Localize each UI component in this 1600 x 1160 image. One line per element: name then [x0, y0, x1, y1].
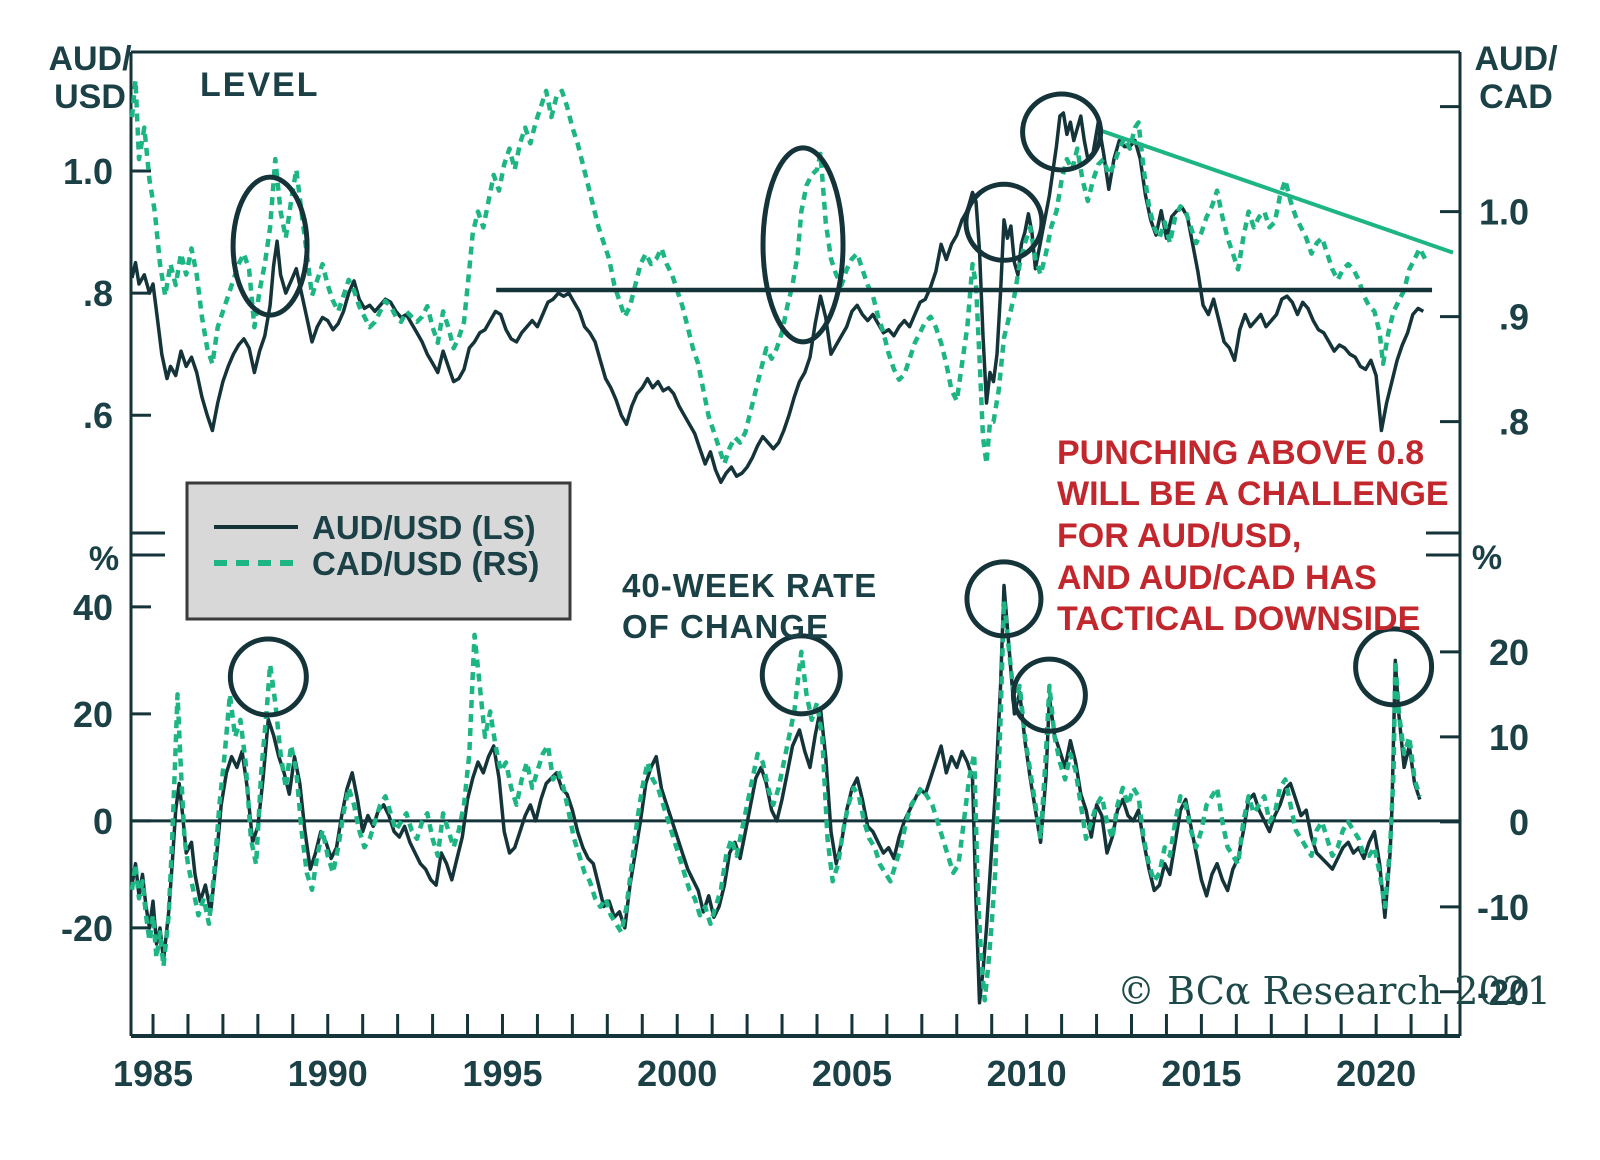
left-axis-title-line1: AUD/ — [48, 40, 132, 78]
circle-annotation — [964, 559, 1044, 639]
y-tick-label-right: 10 — [1489, 717, 1529, 758]
y-tick-label-left: 20 — [73, 694, 113, 735]
series-aud-usd-roc — [130, 583, 1422, 1005]
legend-box — [185, 481, 572, 621]
x-tick-label: 1985 — [113, 1053, 193, 1094]
x-tick-label: 2005 — [812, 1053, 892, 1094]
panel-title-roc-line2: OF CHANGE — [622, 608, 829, 645]
circle-annotation — [759, 633, 843, 717]
circle-annotation — [227, 636, 309, 718]
y-tick-label-right: -10 — [1477, 887, 1529, 928]
series-cad-usd-level — [129, 78, 1428, 466]
y-tick-label-left: .8 — [83, 273, 113, 314]
y-tick-label-right: .9 — [1499, 297, 1529, 338]
x-tick-label: 2010 — [987, 1053, 1067, 1094]
y-tick-label-left: 0 — [93, 801, 113, 842]
plot-layer: 1985 1990 1995 2000 2005 2010 2015 20201.0.8.61… — [61, 50, 1529, 1094]
copyright-text: © BCα Research 2021 — [1117, 969, 1551, 1013]
y-tick-label-left: -20 — [61, 908, 113, 949]
legend-label-aud-usd: AUD/USD (LS) — [312, 509, 536, 546]
circle-annotation — [1010, 656, 1088, 734]
circle-annotation — [230, 174, 310, 318]
x-tick-label: 2015 — [1161, 1053, 1241, 1094]
left-axis-title-line2: USD — [54, 78, 126, 116]
note-line-1: PUNCHING ABOVE 0.8 — [1057, 434, 1424, 472]
y-tick-label-left: 40 — [73, 587, 113, 628]
percent-label-right: % — [1472, 539, 1502, 577]
panel-title-level: LEVEL — [200, 66, 320, 104]
circle-annotation — [1020, 91, 1104, 173]
circle-annotation — [963, 181, 1045, 263]
y-tick-label-right: 1.0 — [1479, 192, 1529, 233]
note-text: PUNCHING ABOVE 0.8 WILL BE A CHALLENGE F… — [1057, 434, 1449, 638]
right-axis-title-line2: CAD — [1479, 78, 1553, 116]
note-line-2: WILL BE A CHALLENGE — [1057, 475, 1449, 513]
legend-label-cad-usd: CAD/USD (RS) — [312, 545, 539, 582]
note-line-5: TACTICAL DOWNSIDE — [1057, 600, 1420, 638]
x-tick-label: 2000 — [637, 1053, 717, 1094]
note-line-3: FOR AUD/USD, — [1057, 517, 1301, 555]
x-tick-label: 2020 — [1336, 1053, 1416, 1094]
y-tick-label-right: 0 — [1509, 802, 1529, 843]
percent-label-left: % — [89, 540, 119, 578]
y-tick-label-right: -20 — [1477, 972, 1529, 1013]
annotation-layer: AUD/ USD AUD/ CAD LEVEL % % 40-WEEK RATE… — [48, 40, 1558, 1013]
circle-annotation — [760, 145, 846, 345]
y-tick-label-right: 20 — [1489, 632, 1529, 673]
note-line-4: AND AUD/CAD HAS — [1057, 559, 1377, 597]
y-tick-label-right: .8 — [1499, 402, 1529, 443]
legend: AUD/USD (LS) CAD/USD (RS) — [185, 481, 572, 621]
x-tick-label: 1990 — [288, 1053, 368, 1094]
right-axis-title-line1: AUD/ — [1474, 40, 1558, 78]
series-cad-usd-roc — [129, 598, 1422, 1003]
panel-title-roc-line1: 40-WEEK RATE — [622, 567, 877, 604]
y-tick-label-left: .6 — [83, 395, 113, 436]
series-aud-usd-level — [130, 111, 1425, 485]
y-tick-label-left: 1.0 — [63, 151, 113, 192]
trend-line — [1097, 127, 1454, 255]
x-tick-label: 1995 — [462, 1053, 542, 1094]
circle-annotation — [1353, 626, 1435, 708]
